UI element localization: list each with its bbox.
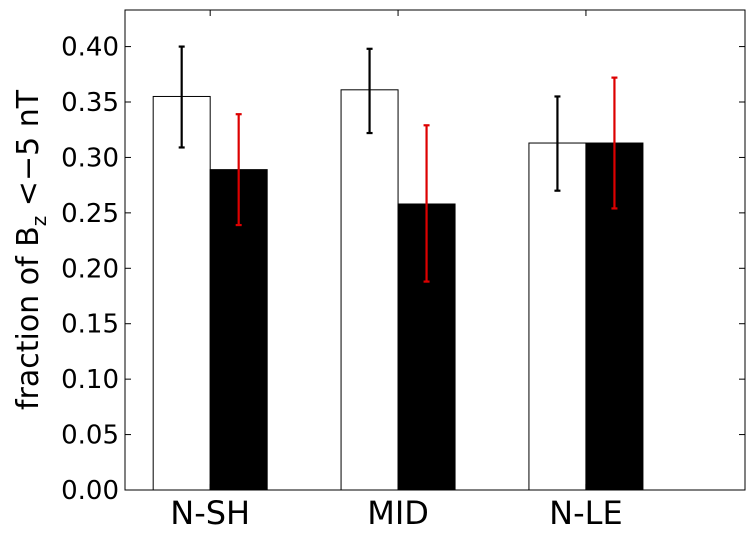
y-axis-label-tail: <−5 nT bbox=[11, 89, 46, 215]
error-bar-mid-series-1 bbox=[366, 47, 373, 135]
y-tick-label: 0.20 bbox=[61, 254, 119, 284]
bar-n-le-series-1 bbox=[528, 142, 587, 491]
y-axis-label: fraction of Bz <−5 nT bbox=[11, 89, 51, 410]
error-bar-mid-series-2 bbox=[423, 124, 430, 283]
y-axis-label-subscript: z bbox=[27, 216, 51, 227]
chart-ticks: 0.00 0.05 0.10 0.15 0.20 0.25 0.30 0.35 0.40 N-SH… bbox=[61, 10, 745, 532]
bar-mid-series-1 bbox=[340, 89, 399, 491]
error-bar-n-sh-series-1 bbox=[178, 45, 185, 149]
y-tick-label: 0.25 bbox=[61, 199, 119, 229]
error-bar-n-sh-series-2 bbox=[235, 113, 242, 227]
plot-frame bbox=[124, 9, 746, 491]
x-tick-label-n-sh: N-SH bbox=[170, 494, 250, 532]
y-tick-label: 0.30 bbox=[61, 143, 119, 173]
error-bar-n-le-series-1 bbox=[554, 95, 561, 192]
y-tick-label: 0.05 bbox=[61, 421, 119, 451]
y-tick-label: 0.00 bbox=[61, 476, 119, 506]
chart-marks bbox=[152, 45, 644, 491]
y-tick-label: 0.10 bbox=[61, 365, 119, 395]
bar-n-sh-series-1 bbox=[152, 95, 211, 491]
x-tick-label-mid: MID bbox=[367, 494, 429, 532]
x-tick-label-n-le: N-LE bbox=[549, 494, 623, 532]
y-tick-label: 0.40 bbox=[61, 33, 119, 63]
error-bar-n-le-series-2 bbox=[611, 76, 618, 210]
y-tick-label: 0.15 bbox=[61, 310, 119, 340]
y-tick-label: 0.35 bbox=[61, 88, 119, 118]
y-axis-label-main: fraction of B bbox=[11, 226, 46, 410]
